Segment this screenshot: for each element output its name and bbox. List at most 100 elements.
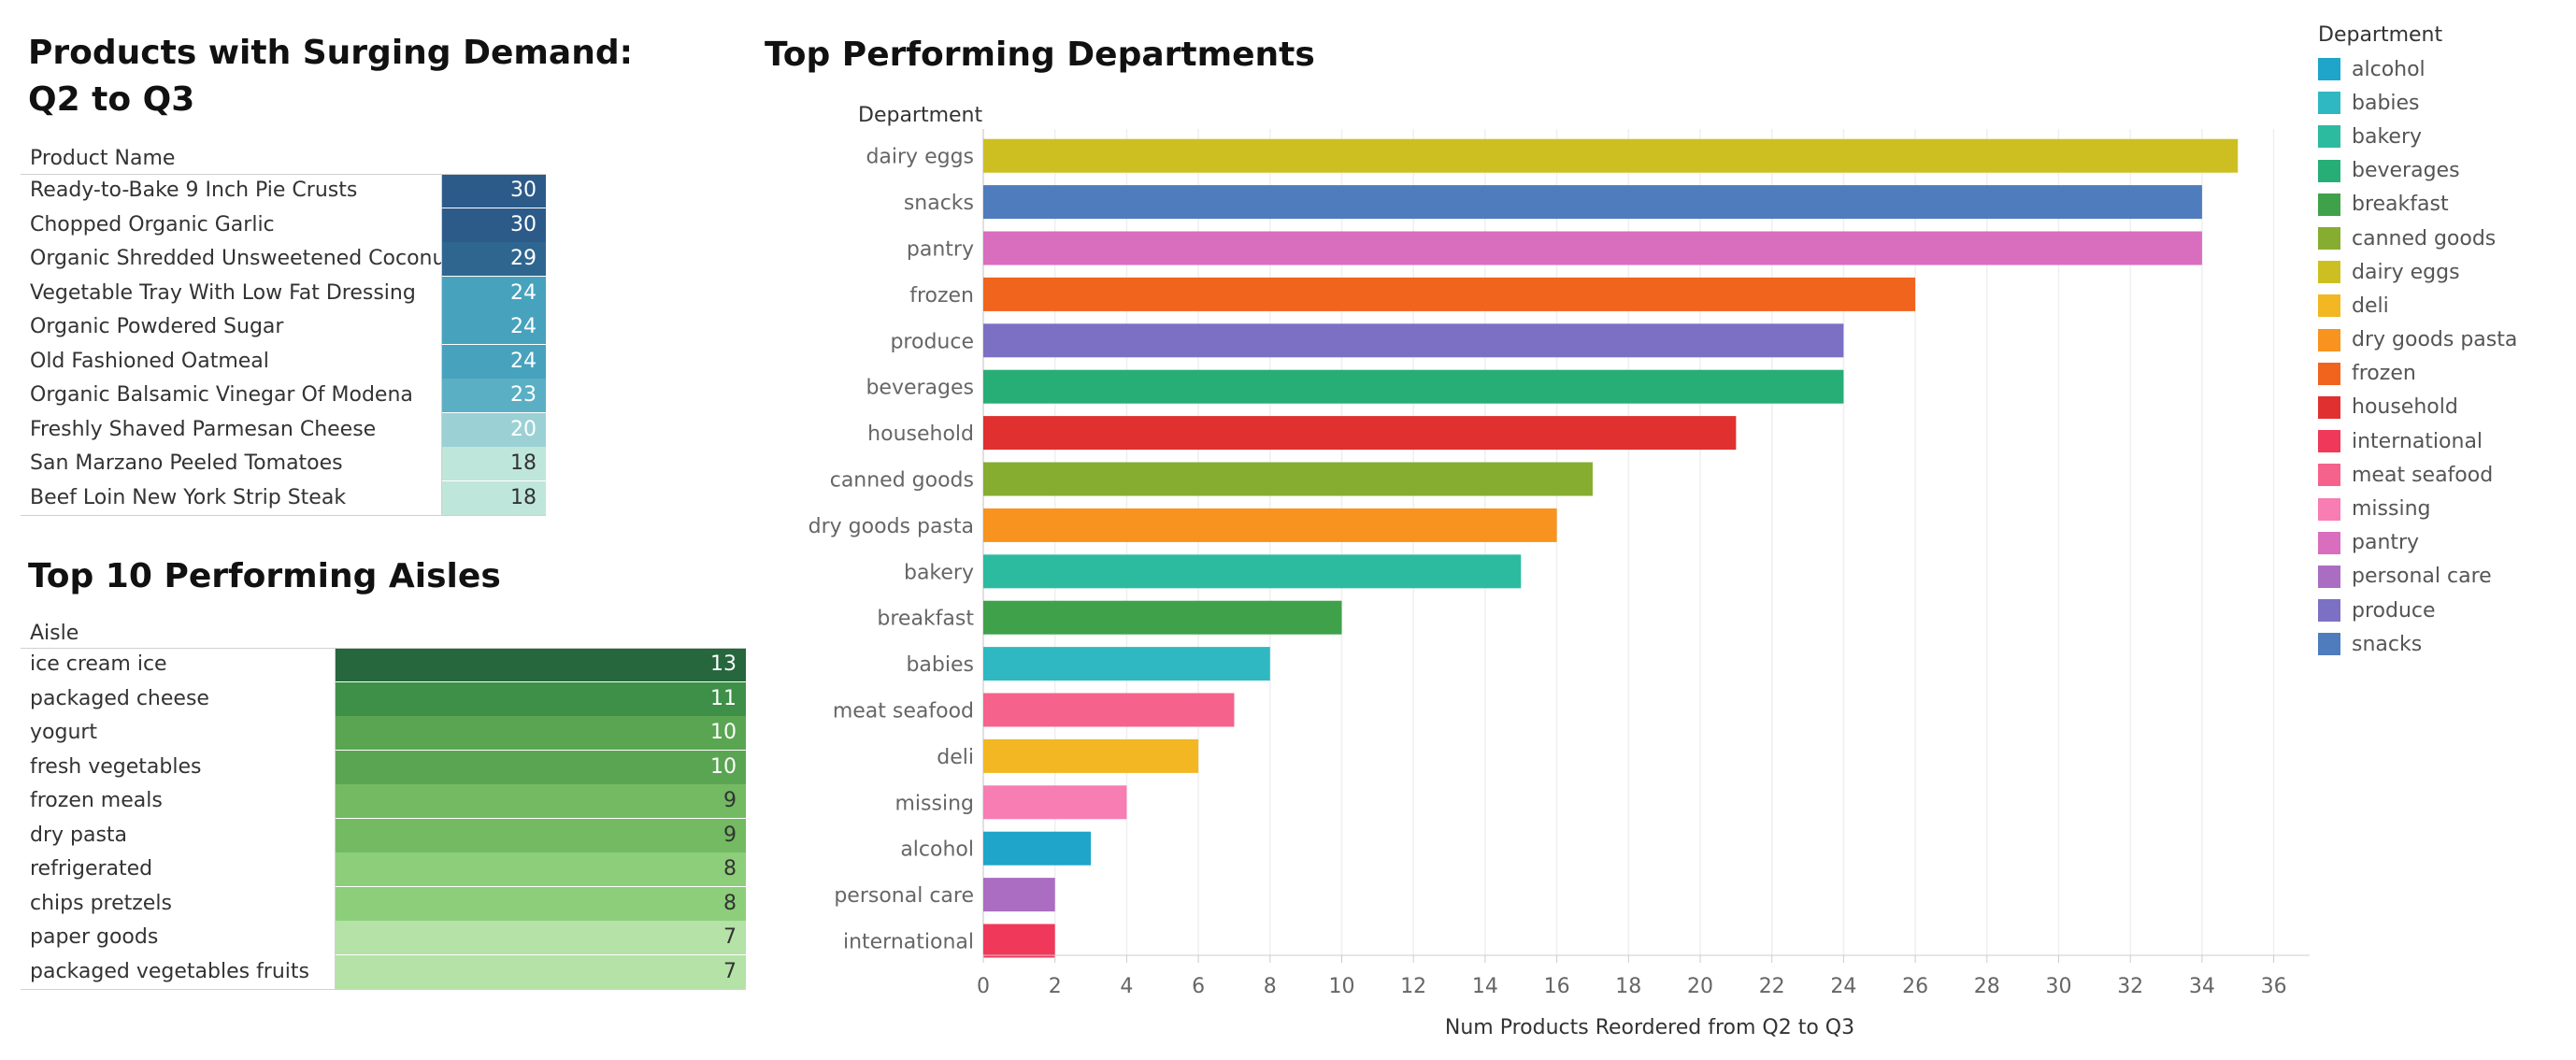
category-label: personal care	[834, 884, 974, 908]
legend-item[interactable]: alcohol	[2318, 52, 2517, 86]
legend-swatch	[2318, 159, 2340, 182]
products-bottom-divider	[21, 515, 546, 516]
category-label: deli	[937, 746, 974, 769]
products-row: Freshly Shaved Parmesan Cheese 20	[21, 412, 546, 447]
bar-snacks[interactable]	[983, 185, 2202, 220]
category-label: bakery	[904, 561, 974, 584]
category-label: dairy eggs	[866, 146, 974, 169]
products-name: Ready-to-Bake 9 Inch Pie Crusts	[30, 179, 358, 202]
aisles-row: fresh vegetables 10	[21, 750, 746, 784]
bar-dairy-eggs[interactable]	[983, 138, 2239, 173]
products-name: Organic Shredded Unsweetened Coconut	[30, 247, 454, 270]
products-value-cell: 24	[441, 276, 546, 310]
aisles-column-divider	[335, 648, 336, 989]
category-label: meat seafood	[833, 700, 974, 723]
legend-label: dry goods pasta	[2352, 328, 2518, 352]
aisles-value: 11	[710, 686, 737, 710]
category-label: dry goods pasta	[809, 515, 974, 538]
products-value-cell: 30	[441, 208, 546, 242]
aisles-name: frozen meals	[30, 789, 163, 812]
bar-international[interactable]	[983, 924, 1055, 958]
x-tick-label: 36	[2261, 975, 2287, 998]
bar-deli[interactable]	[983, 738, 1199, 773]
legend-item[interactable]: pantry	[2318, 526, 2517, 560]
legend-label: beverages	[2352, 159, 2460, 183]
legend-item[interactable]: dry goods pasta	[2318, 323, 2517, 357]
legend-label: pantry	[2352, 531, 2420, 555]
bar-frozen[interactable]	[983, 277, 1916, 311]
legend-label: breakfast	[2352, 193, 2449, 217]
bar-canned-goods[interactable]	[983, 462, 1593, 496]
legend-item[interactable]: household	[2318, 391, 2517, 424]
legend-item[interactable]: dairy eggs	[2318, 255, 2517, 289]
bar-missing[interactable]	[983, 785, 1127, 820]
x-tick-label: 18	[1615, 975, 1641, 998]
bar-babies[interactable]	[983, 647, 1270, 681]
legend-label: babies	[2352, 91, 2420, 115]
legend-item[interactable]: breakfast	[2318, 188, 2517, 222]
category-label: frozen	[909, 284, 974, 308]
legend-item[interactable]: meat seafood	[2318, 458, 2517, 492]
aisles-title: Top 10 Performing Aisles	[28, 557, 501, 595]
legend-label: bakery	[2352, 124, 2423, 149]
legend-item[interactable]: deli	[2318, 289, 2517, 322]
legend-item[interactable]: personal care	[2318, 560, 2517, 594]
legend-swatch	[2318, 599, 2340, 623]
products-value-cell: 18	[441, 447, 546, 480]
x-tick-label: 16	[1544, 975, 1570, 998]
category-label: babies	[906, 653, 974, 677]
products-row: Beef Loin New York Strip Steak 18	[21, 480, 546, 515]
legend-swatch	[2318, 227, 2340, 251]
products-value-cell: 30	[441, 174, 546, 208]
x-tick-label: 0	[977, 975, 990, 998]
legend-item[interactable]: missing	[2318, 492, 2517, 525]
category-label: snacks	[904, 192, 974, 215]
bar-alcohol[interactable]	[983, 831, 1092, 866]
products-row: Chopped Organic Garlic 30	[21, 208, 546, 242]
legend-item[interactable]: frozen	[2318, 357, 2517, 391]
products-column-divider	[441, 174, 442, 515]
legend-item[interactable]: bakery	[2318, 120, 2517, 153]
aisles-name: refrigerated	[30, 857, 153, 881]
legend-item[interactable]: produce	[2318, 594, 2517, 627]
aisles-value: 8	[723, 891, 737, 915]
products-value-cell: 24	[441, 310, 546, 344]
aisles-row: yogurt 10	[21, 716, 746, 750]
products-value: 23	[510, 383, 537, 407]
legend-item[interactable]: canned goods	[2318, 222, 2517, 255]
products-row: Old Fashioned Oatmeal 24	[21, 344, 546, 379]
legend-item[interactable]: international	[2318, 424, 2517, 458]
products-value-cell: 20	[441, 412, 546, 447]
legend-item[interactable]: snacks	[2318, 627, 2517, 661]
bar-dry-goods-pasta[interactable]	[983, 508, 1557, 542]
products-name: Freshly Shaved Parmesan Cheese	[30, 417, 377, 441]
legend-swatch	[2318, 193, 2340, 216]
bar-household[interactable]	[983, 416, 1737, 451]
products-value: 18	[510, 485, 537, 509]
legend-swatch	[2318, 633, 2340, 656]
aisles-value: 13	[710, 652, 737, 676]
department-legend: Department alcohol babies bakery beverages b…	[2318, 23, 2517, 661]
legend-swatch	[2318, 497, 2340, 521]
bar-bakery[interactable]	[983, 554, 1522, 589]
legend-item[interactable]: babies	[2318, 86, 2517, 120]
products-column-header: Product Name	[30, 147, 176, 170]
bar-meat-seafood[interactable]	[983, 693, 1235, 727]
bar-beverages[interactable]	[983, 369, 1844, 404]
products-row: Organic Powdered Sugar 24	[21, 310, 546, 344]
products-value: 30	[510, 212, 537, 236]
aisles-value-cell: 8	[335, 852, 746, 886]
aisles-value-cell: 7	[335, 921, 746, 954]
bar-produce[interactable]	[983, 323, 1844, 358]
products-row: Ready-to-Bake 9 Inch Pie Crusts 30	[21, 174, 546, 208]
x-tick-label: 10	[1329, 975, 1355, 998]
products-row: Vegetable Tray With Low Fat Dressing 24	[21, 276, 546, 310]
products-value: 30	[510, 179, 537, 202]
bar-breakfast[interactable]	[983, 600, 1342, 635]
bar-pantry[interactable]	[983, 231, 2202, 265]
legend-item[interactable]: beverages	[2318, 154, 2517, 188]
aisles-row: paper goods 7	[21, 921, 746, 954]
aisles-name: paper goods	[30, 925, 159, 949]
legend-label: alcohol	[2352, 57, 2426, 81]
bar-personal-care[interactable]	[983, 878, 1055, 912]
